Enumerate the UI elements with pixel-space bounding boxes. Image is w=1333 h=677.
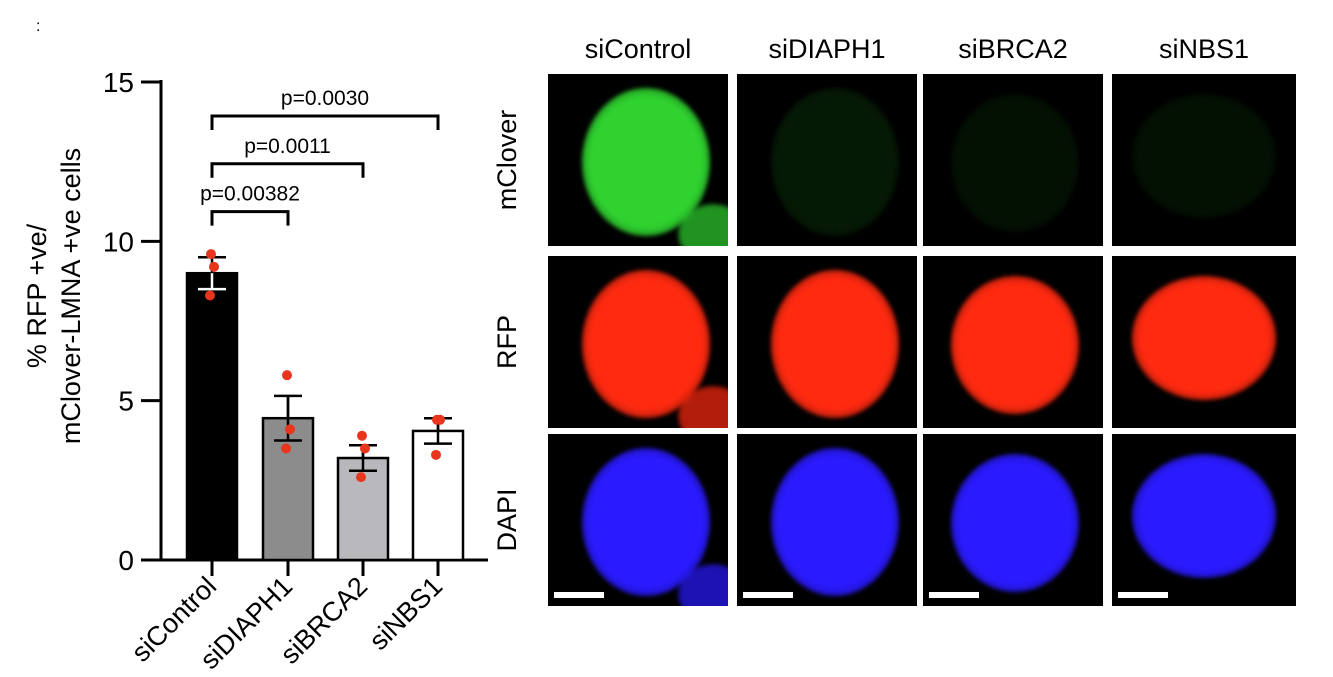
y-axis-label: % RFP +ve/mClover-LMNA +ve cells [22, 148, 86, 444]
micrograph-panel [923, 434, 1103, 606]
bar [185, 271, 239, 562]
data-point [285, 424, 295, 435]
nucleus [771, 448, 899, 596]
nucleus [951, 454, 1079, 592]
y-tick-label: 5 [118, 386, 134, 417]
micrograph-panel [737, 434, 917, 606]
column-label: siControl [584, 34, 692, 64]
micrograph-panel [923, 74, 1103, 246]
nucleus [1132, 454, 1276, 578]
significance-bracket [210, 210, 290, 226]
row-label: DAPI [492, 488, 522, 552]
micrograph-panel [548, 256, 728, 428]
micrograph-panel [1112, 74, 1296, 246]
scale-bar [554, 592, 604, 598]
column-label: siDIAPH1 [768, 34, 886, 64]
data-point [281, 443, 291, 454]
micrograph-panel [548, 434, 728, 606]
row-label: RFP [492, 315, 522, 369]
nucleus [1132, 94, 1276, 218]
nucleus [771, 270, 899, 418]
column-label: siBRCA2 [958, 34, 1068, 64]
micrograph-panel [737, 74, 917, 246]
data-point [356, 472, 366, 483]
bar-chart: 0 5 10 15 % RFP +ve/mClover-LMNA +ve cells si… [22, 67, 488, 675]
column-label: siNBS1 [1158, 34, 1250, 64]
data-point [206, 249, 216, 260]
data-point [209, 261, 219, 272]
p-value-label: p=0.0030 [281, 87, 369, 110]
scale-bar [929, 592, 979, 598]
microscopy-grid: siControl siDIAPH1 siBRCA2 siNBS1 mClover RFP… [492, 30, 1296, 610]
nucleus [1132, 276, 1276, 400]
micrograph-panel [923, 256, 1103, 428]
significance-bracket [210, 162, 365, 178]
nucleus [951, 276, 1079, 414]
micrograph-panel [548, 74, 728, 246]
row-label: mClover [492, 109, 522, 211]
corner-mark: : [36, 18, 41, 35]
scale-bar [743, 592, 793, 598]
y-tick-label: 15 [103, 67, 134, 98]
data-point [360, 443, 370, 454]
data-point [357, 430, 367, 441]
y-tick-label: 0 [118, 545, 134, 576]
data-point [431, 449, 441, 460]
y-tick-label: 10 [103, 226, 134, 257]
micrograph-panel [1112, 256, 1296, 428]
p-value-label: p=0.00382 [200, 183, 300, 206]
data-point [282, 370, 292, 381]
x-tick-label: siNBS1 [363, 571, 448, 656]
nucleus [771, 88, 899, 236]
scale-bar [1118, 592, 1168, 598]
y-axis-label-line: % RFP +ve/ [22, 223, 52, 368]
data-point [435, 414, 445, 425]
nucleus [951, 94, 1079, 232]
y-axis-label-line: mClover-LMNA +ve cells [56, 148, 86, 444]
data-point [205, 290, 215, 301]
micrograph-panel [737, 256, 917, 428]
micrograph-panel [1112, 434, 1296, 606]
p-value-label: p=0.0011 [244, 135, 331, 158]
significance-bracket [210, 114, 440, 130]
